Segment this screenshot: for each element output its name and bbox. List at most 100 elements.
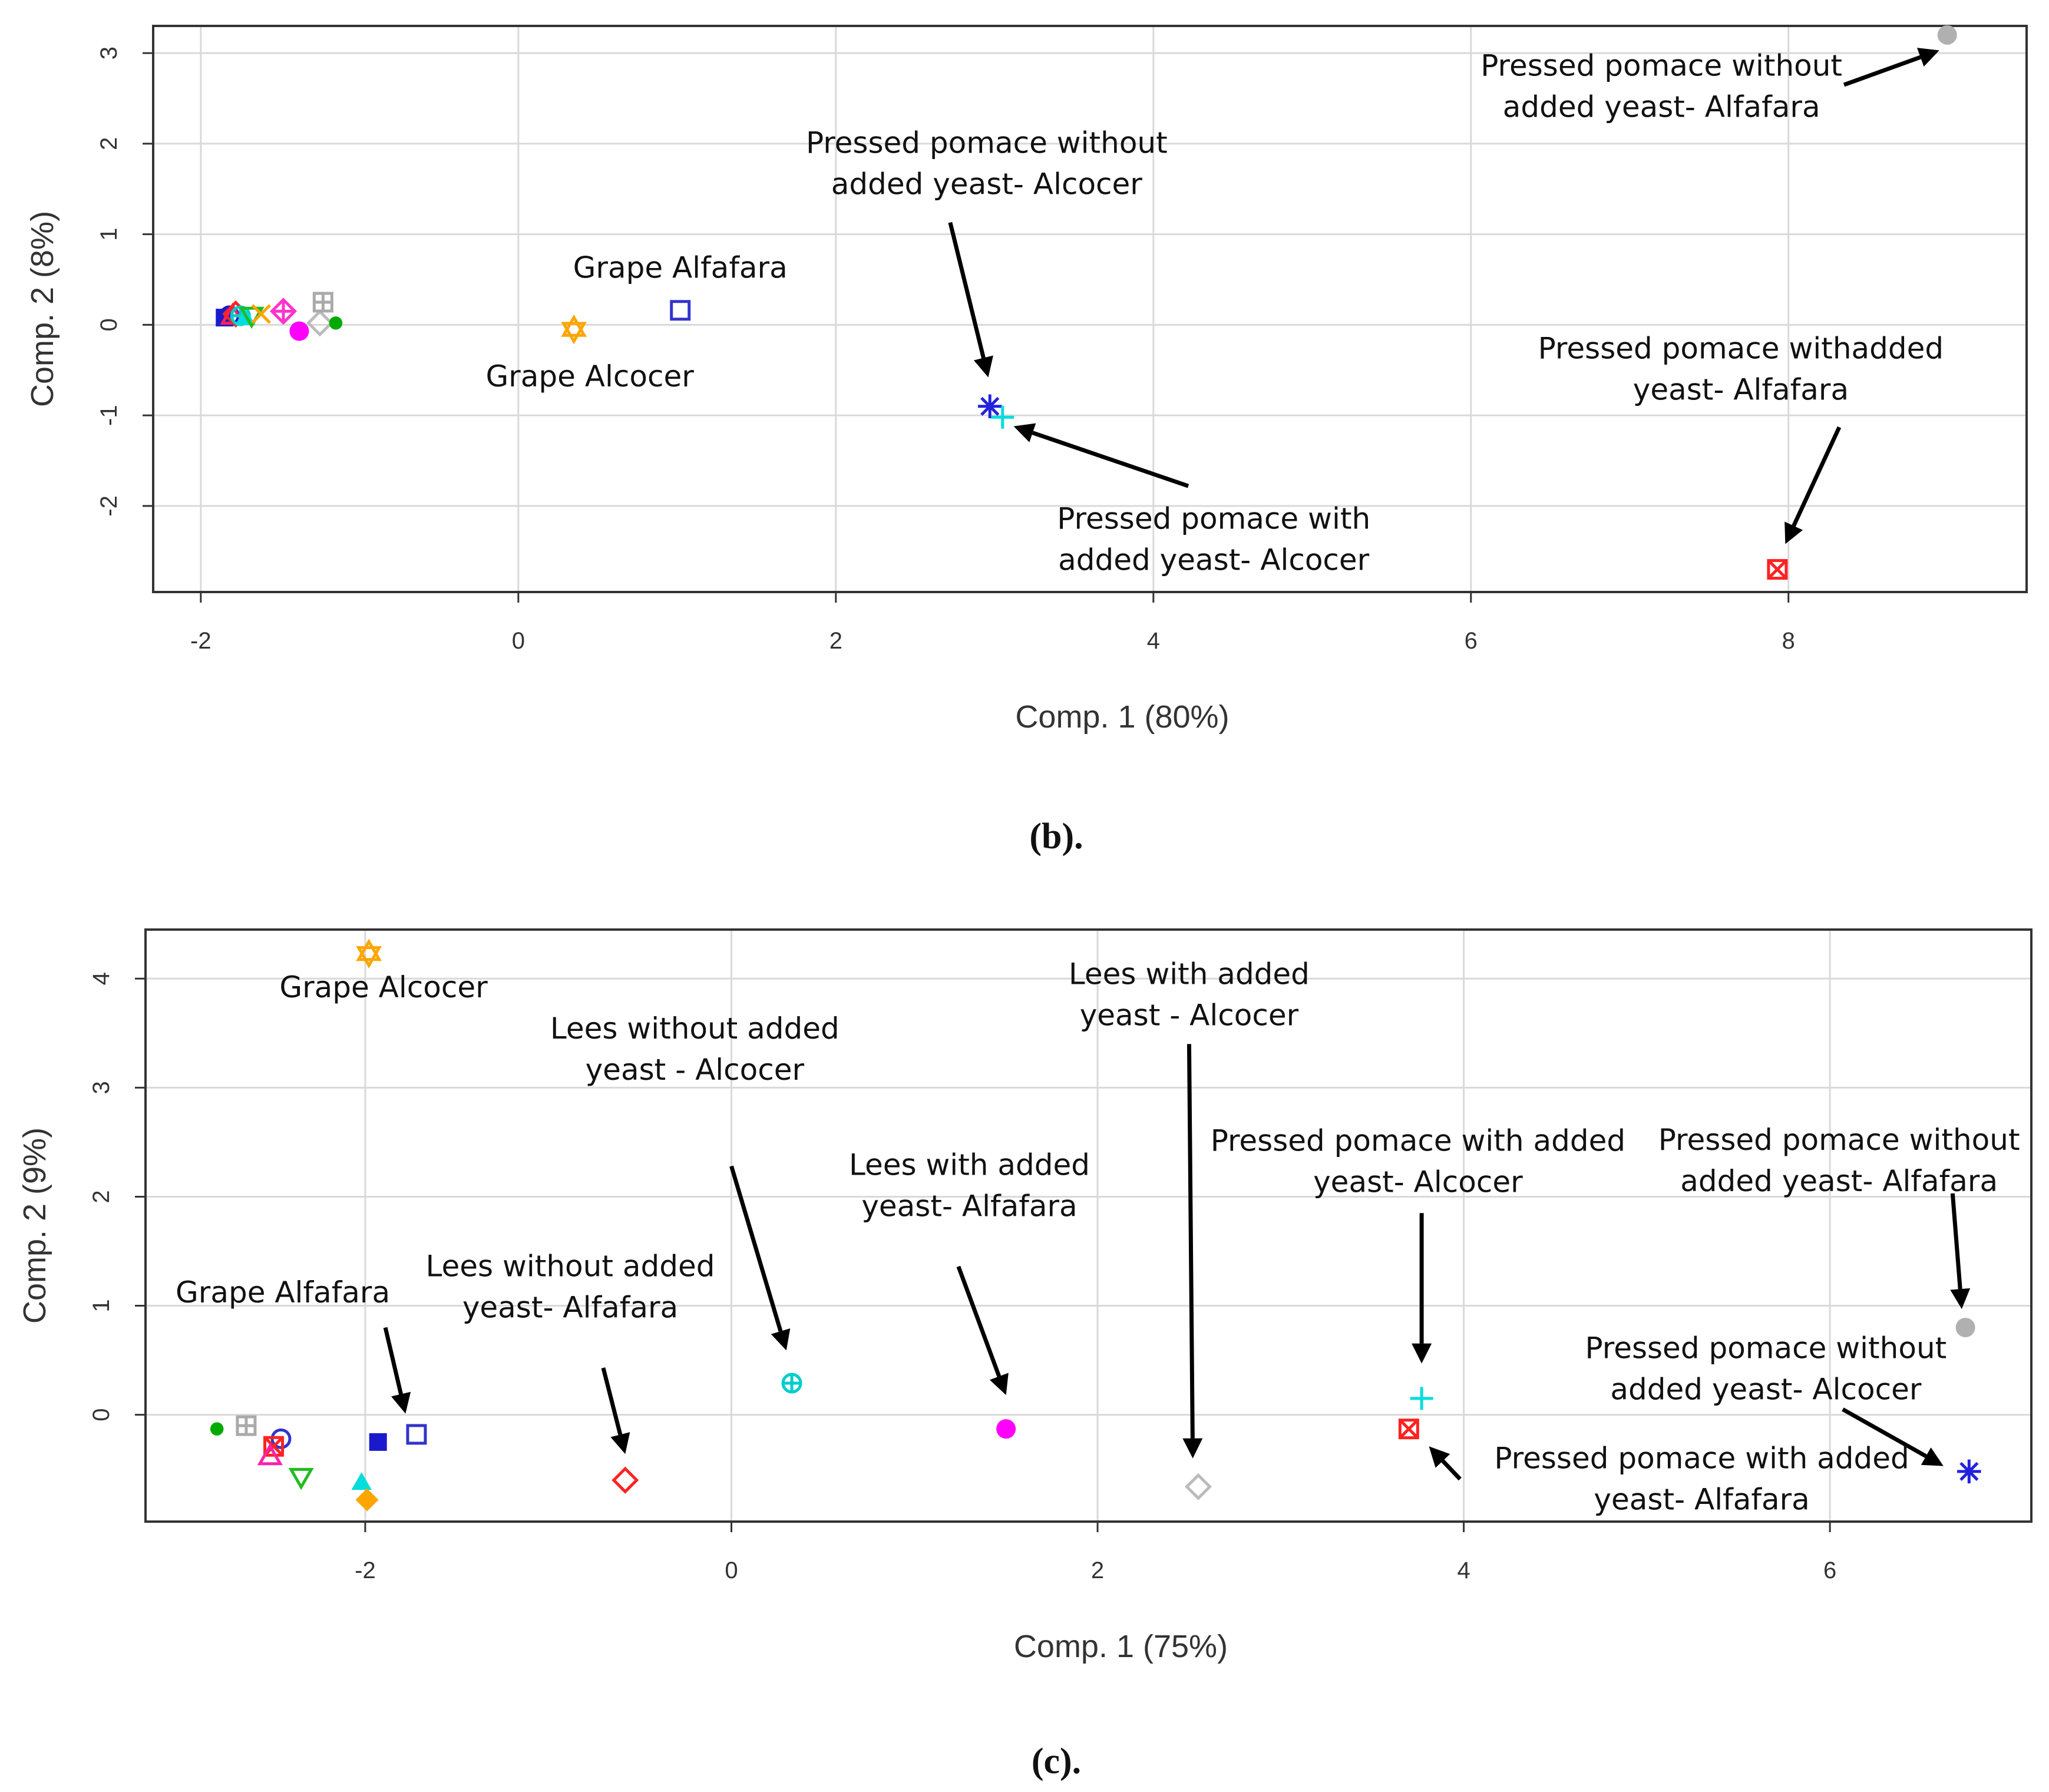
annotation-arrowhead: [1429, 1446, 1450, 1468]
caption-c: (c).: [1032, 1741, 1081, 1781]
annotation-label: Lees without added: [550, 1011, 840, 1046]
data-point: [781, 1373, 802, 1394]
annotation-arrowhead: [610, 1432, 630, 1454]
data-point: [996, 1419, 1016, 1439]
annotation-arrow: [1843, 55, 1921, 87]
annotation-label: yeast- Alfafara: [462, 1291, 678, 1325]
annotation-arrowhead: [989, 1373, 1009, 1396]
annotation-arrowhead: [973, 355, 993, 378]
x-tick-label: 4: [1147, 628, 1160, 654]
annotation-label: yeast- Alfafara: [1633, 372, 1849, 406]
x-tick-label: 8: [1782, 628, 1795, 654]
x-axis-title: Comp. 1 (80%): [1015, 699, 1229, 735]
y-tick-label: 3: [96, 47, 122, 59]
annotation-label: Pressed pomace without: [806, 125, 1168, 160]
annotation-label: Pressed pomace with: [1057, 501, 1370, 535]
annotation-arrowhead: [1412, 1343, 1432, 1364]
y-axis-title: Comp. 2 (9%): [17, 1128, 52, 1324]
data-point: [561, 314, 587, 345]
data-point: [236, 1415, 257, 1436]
annotation-arrow: [601, 1367, 623, 1436]
x-tick-label: 0: [725, 1558, 738, 1583]
annotation-label: added yeast- Alfafara: [1680, 1164, 1998, 1198]
annotation-arrow: [948, 221, 986, 359]
y-tick-label: 0: [88, 1408, 114, 1421]
annotation-label: Lees with added: [1069, 957, 1310, 991]
annotation-arrowhead: [1182, 1438, 1203, 1459]
y-tick-label: 1: [96, 228, 122, 241]
annotation-arrowhead: [1013, 423, 1036, 442]
y-tick-label: 1: [88, 1299, 114, 1312]
data-point: [312, 292, 333, 313]
annotation-label: Pressed pomace with added: [1494, 1441, 1909, 1475]
annotation-label: Lees without added: [426, 1249, 715, 1284]
data-point: [306, 309, 334, 337]
annotation-label: Pressed pomace withadded: [1538, 331, 1944, 365]
panel-c-scatter: -2 0 2 4 6 0 1 2 3 4 Comp. 1 (75%) Comp. 2 (9%) Grap…: [17, 928, 2033, 1664]
plot-frame: [152, 25, 2028, 593]
annotation-label: yeast- Alfafara: [861, 1189, 1077, 1223]
y-tick-label: 2: [96, 137, 122, 150]
x-tick-label: -2: [355, 1558, 376, 1583]
annotation-label: yeast- Alcocer: [1313, 1165, 1523, 1199]
data-point: [977, 394, 1002, 419]
y-tick-label: 2: [88, 1190, 114, 1203]
annotation-arrow: [1032, 431, 1189, 488]
data-point: [356, 938, 382, 968]
annotation-arrowhead: [391, 1391, 411, 1414]
caption-b: (b).: [1029, 816, 1083, 857]
annotation-arrowhead: [1784, 521, 1803, 544]
data-point: [355, 1488, 379, 1512]
annotation-label: Lees with added: [849, 1148, 1090, 1182]
annotation-label: Pressed pomace with added: [1211, 1124, 1625, 1158]
data-point: [612, 1466, 639, 1494]
data-point: [1957, 1459, 1981, 1484]
annotation-arrowhead: [1921, 1447, 1944, 1466]
annotation-arrow: [1842, 1407, 1927, 1458]
data-point: [269, 297, 298, 325]
annotation-arrow: [1187, 1044, 1195, 1439]
annotation-arrow: [383, 1327, 403, 1395]
annotation-arrow: [956, 1265, 1002, 1377]
data-point: [288, 1467, 314, 1490]
x-tick-label: 2: [829, 628, 842, 654]
data-point: [991, 405, 1014, 429]
data-point: [329, 316, 343, 330]
x-tick-label: 6: [1823, 1558, 1836, 1583]
annotation-arrowhead: [1950, 1288, 1971, 1310]
annotation-label: Pressed pomace without: [1480, 49, 1842, 83]
data-point: [210, 1422, 224, 1436]
annotation-arrow: [1792, 426, 1842, 527]
annotation-label: yeast - Alcocer: [1080, 999, 1299, 1033]
annotation-arrowhead: [771, 1328, 791, 1351]
annotation-label: added yeast- Alfafara: [1503, 90, 1820, 124]
y-tick-label: -1: [96, 405, 122, 426]
data-point: [289, 321, 309, 341]
annotation-label: Grape Alcocer: [279, 970, 488, 1004]
data-point: [251, 304, 272, 324]
annotation-arrow: [729, 1165, 783, 1332]
x-axis-title: Comp. 1 (75%): [1014, 1629, 1228, 1664]
data-point: [369, 1433, 387, 1451]
data-point: [1955, 1318, 1975, 1338]
x-tick-label: 6: [1465, 628, 1478, 654]
y-axis-title: Comp. 2 (8%): [25, 211, 60, 407]
annotation-label: Grape Alfafara: [573, 250, 788, 285]
annotation-label: Pressed pomace without: [1658, 1123, 2020, 1157]
y-tick-label: 4: [88, 972, 114, 985]
y-tick-label: 3: [88, 1081, 114, 1094]
data-point: [257, 1443, 283, 1466]
annotation-label: yeast - Alcocer: [586, 1053, 805, 1087]
x-tick-label: 2: [1091, 1558, 1104, 1583]
annotation-label: Pressed pomace without: [1585, 1331, 1946, 1365]
annotation-arrow: [1950, 1193, 1962, 1290]
panel-b-scatter: -2 0 2 4 6 8 -2 -1 0 1 2 3 Comp. 1 (80%) Comp. 2 (8%)…: [25, 25, 2028, 735]
annotation-label: Grape Alcocer: [485, 359, 694, 394]
y-tick-label: 0: [96, 318, 122, 331]
data-point: [351, 1472, 372, 1490]
data-point: [1937, 25, 1957, 45]
data-point: [1184, 1473, 1212, 1500]
data-point: [406, 1424, 427, 1445]
annotation-label: added yeast- Alcocer: [1058, 543, 1370, 577]
